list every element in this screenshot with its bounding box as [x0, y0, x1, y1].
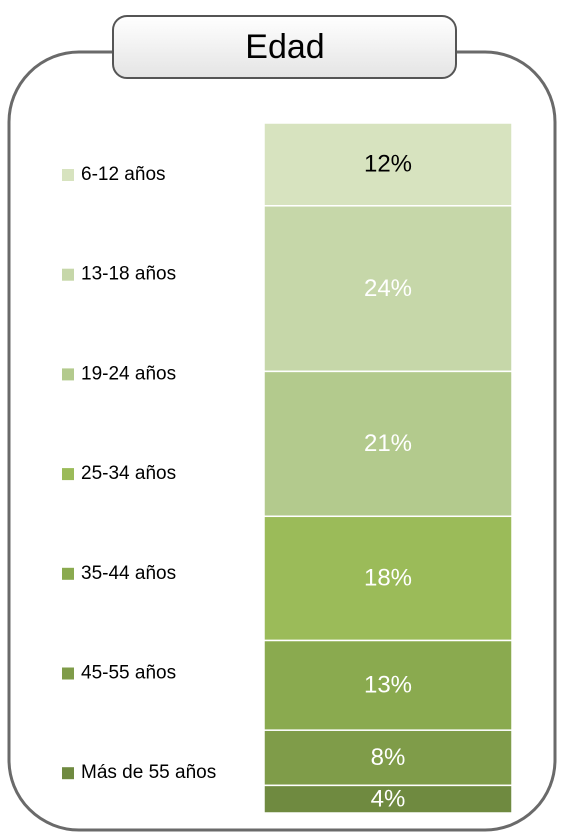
bar-segment: [263, 205, 513, 373]
legend-swatch: [62, 368, 74, 381]
bar-segment: [263, 784, 513, 814]
legend-swatch: [62, 169, 74, 181]
legend-label: 6-12 años: [81, 164, 166, 185]
legend-label: 25-34 años: [81, 463, 176, 484]
chart-title: Edad: [245, 28, 324, 66]
legend-label: 45-55 años: [81, 663, 176, 684]
bar-segment: [263, 370, 513, 518]
data-label: 8%: [371, 744, 406, 771]
bar-segment: [263, 639, 513, 731]
data-label: 12%: [364, 151, 412, 178]
data-label: 21%: [364, 430, 412, 457]
legend-swatch: [62, 268, 74, 281]
legend-swatch: [62, 567, 74, 580]
legend-label: 13-18 años: [81, 264, 176, 285]
title-box: [112, 15, 457, 79]
data-label: 18%: [364, 565, 412, 592]
legend-swatch: [62, 667, 74, 680]
legend-label: Más de 55 años: [81, 762, 216, 783]
data-label: 24%: [364, 275, 412, 302]
legend-swatch: [62, 468, 74, 481]
legend-label: 19-24 años: [81, 363, 176, 384]
bar-segment: [263, 122, 513, 207]
data-label: 4%: [371, 786, 406, 813]
legend-swatch: [62, 767, 74, 780]
bar-segment: [263, 515, 513, 642]
data-label: 13%: [364, 672, 412, 699]
legend-label: 35-44 años: [81, 563, 176, 584]
